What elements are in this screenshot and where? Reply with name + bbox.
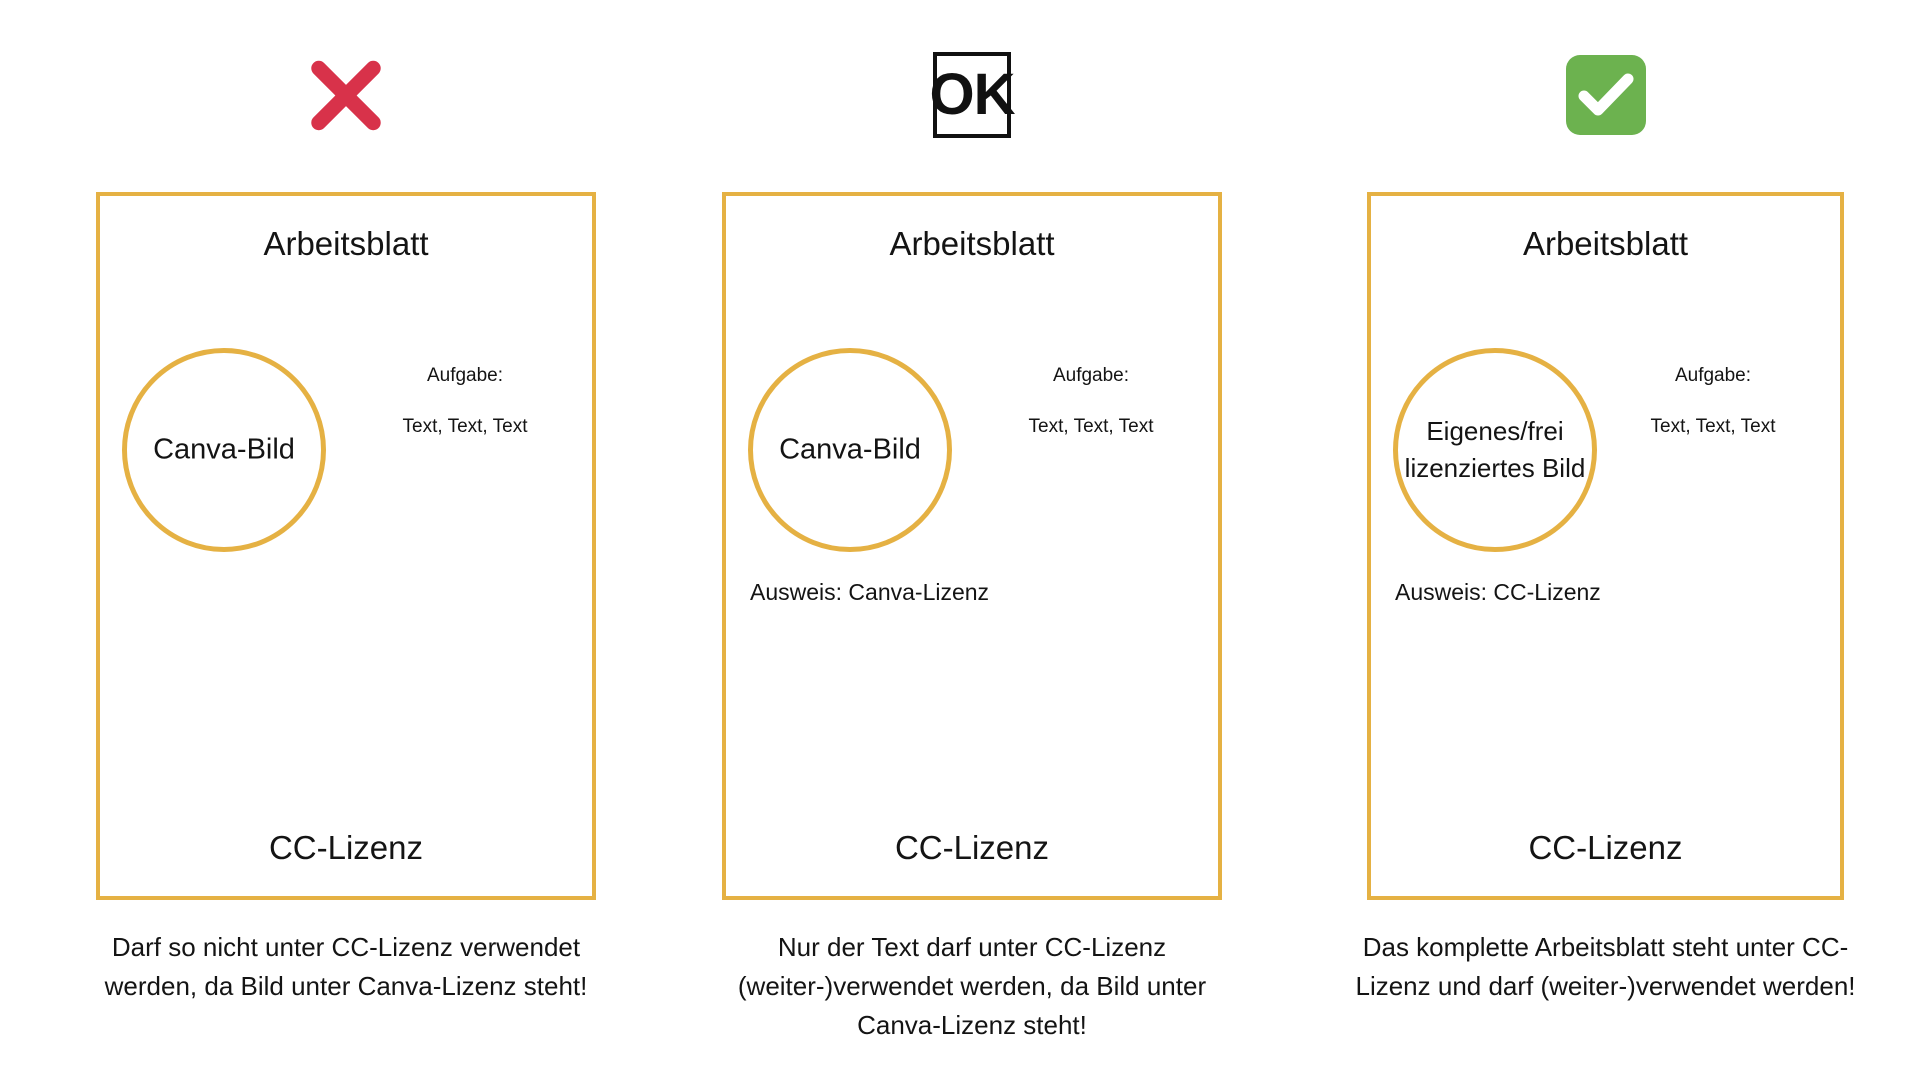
task-block: Aufgabe: Text, Text, Text — [1608, 364, 1818, 439]
sheet-license-label: CC-Lizenz — [894, 829, 1050, 867]
case-caption: Das komplette Arbeitsblatt steht unter C… — [1355, 932, 1856, 1001]
ok-badge-icon: OK — [930, 52, 1016, 138]
image-placeholder-circle: Canva-Bild — [748, 348, 952, 552]
case-column-ok: OK Arbeitsblatt Canva-Bild Aufgabe: Text… — [722, 0, 1222, 1080]
task-block: Aufgabe: Text, Text, Text — [360, 364, 570, 439]
task-body: Text, Text, Text — [402, 415, 528, 437]
sheet-title: Arbeitsblatt — [889, 225, 1055, 262]
image-credit-line: Ausweis: CC-Lizenz — [1395, 579, 1601, 605]
sheet-license-label: CC-Lizenz — [1528, 829, 1683, 867]
status-zone — [1367, 40, 1844, 150]
task-heading: Aufgabe: — [1052, 365, 1130, 386]
task-body: Text, Text, Text — [1028, 415, 1154, 437]
cross-icon — [304, 53, 388, 137]
image-credit-line: Ausweis: Canva-Lizenz — [750, 579, 990, 605]
case-column-allowed: Arbeitsblatt Eigenes/frei lizenziertes B… — [1355, 0, 1856, 1080]
image-placeholder-label: Eigenes/frei lizenziertes Bild — [1404, 416, 1586, 483]
task-heading: Aufgabe: — [426, 365, 504, 386]
worksheet-sheet: Arbeitsblatt Canva-Bild Aufgabe: Text, T… — [722, 192, 1222, 900]
sheet-title: Arbeitsblatt — [263, 225, 429, 262]
task-heading: Aufgabe: — [1674, 365, 1752, 386]
status-zone — [96, 40, 596, 150]
image-placeholder-label: Canva-Bild — [153, 433, 295, 466]
status-zone: OK — [722, 40, 1222, 150]
worksheet-sheet: Arbeitsblatt Eigenes/frei lizenziertes B… — [1367, 192, 1844, 900]
image-placeholder-label: Canva-Bild — [779, 433, 921, 466]
sheet-license-label: CC-Lizenz — [268, 829, 424, 867]
task-body: Text, Text, Text — [1650, 415, 1776, 437]
image-placeholder-circle: Canva-Bild — [122, 348, 326, 552]
worksheet-sheet: Arbeitsblatt Canva-Bild Aufgabe: Text, T… — [96, 192, 596, 900]
case-column-not-allowed: Arbeitsblatt Canva-Bild Aufgabe: Text, T… — [96, 0, 596, 1080]
case-caption: Nur der Text darf unter CC-Lizenz (weite… — [737, 932, 1207, 1040]
task-block: Aufgabe: Text, Text, Text — [986, 364, 1196, 439]
case-caption: Darf so nicht unter CC-Lizenz verwendet … — [104, 932, 588, 1001]
sheet-title: Arbeitsblatt — [1522, 225, 1689, 262]
check-icon — [1565, 55, 1646, 135]
image-placeholder-circle: Eigenes/frei lizenziertes Bild — [1393, 348, 1597, 552]
